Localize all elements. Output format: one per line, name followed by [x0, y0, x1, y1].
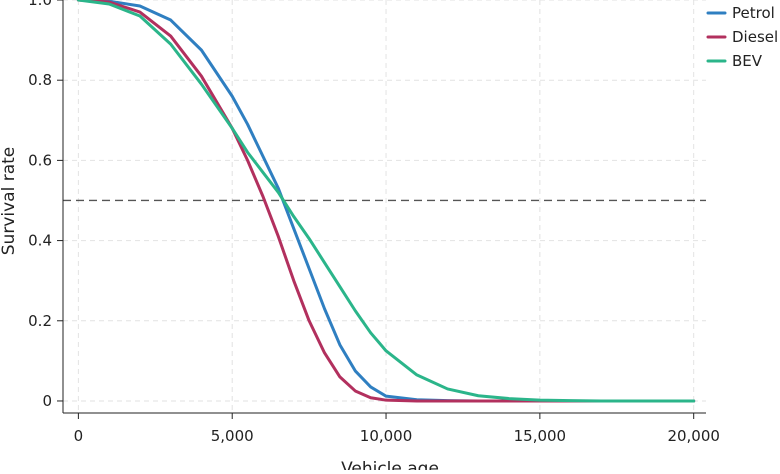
x-tick-label: 15,000 — [514, 427, 567, 445]
series-line-bev — [76, 0, 696, 403]
legend-label-petrol: Petrol — [732, 4, 775, 22]
x-tick-label: 20,000 — [667, 427, 720, 445]
series-layer — [76, 0, 696, 403]
legend: Petrol Diesel BEV — [706, 4, 778, 70]
legend-label-diesel: Diesel — [732, 28, 778, 46]
legend-label-bev: BEV — [732, 52, 763, 70]
x-axis-label: Vehicle age — [341, 459, 439, 470]
y-tick-label: 0.6 — [28, 151, 52, 169]
x-tick-label: 5,000 — [211, 427, 254, 445]
axis-label-layer: Vehicle age Survival rate — [0, 147, 439, 474]
y-tick-label: 0.2 — [28, 312, 52, 330]
y-axis-label: Survival rate — [0, 147, 19, 255]
axis-layer — [57, 0, 706, 419]
y-tick-label: 1.0 — [28, 0, 52, 9]
x-tick-label: 0 — [74, 427, 84, 445]
x-tick-label: 10,000 — [360, 427, 413, 445]
y-tick-label: 0.8 — [28, 71, 52, 89]
tick-label-layer: 0 5,000 10,000 15,000 20,000 0 0.2 0.4 0.6 0.8 1.0 — [28, 0, 720, 445]
y-tick-label: 0 — [42, 392, 52, 410]
y-tick-label: 0.4 — [28, 232, 52, 250]
